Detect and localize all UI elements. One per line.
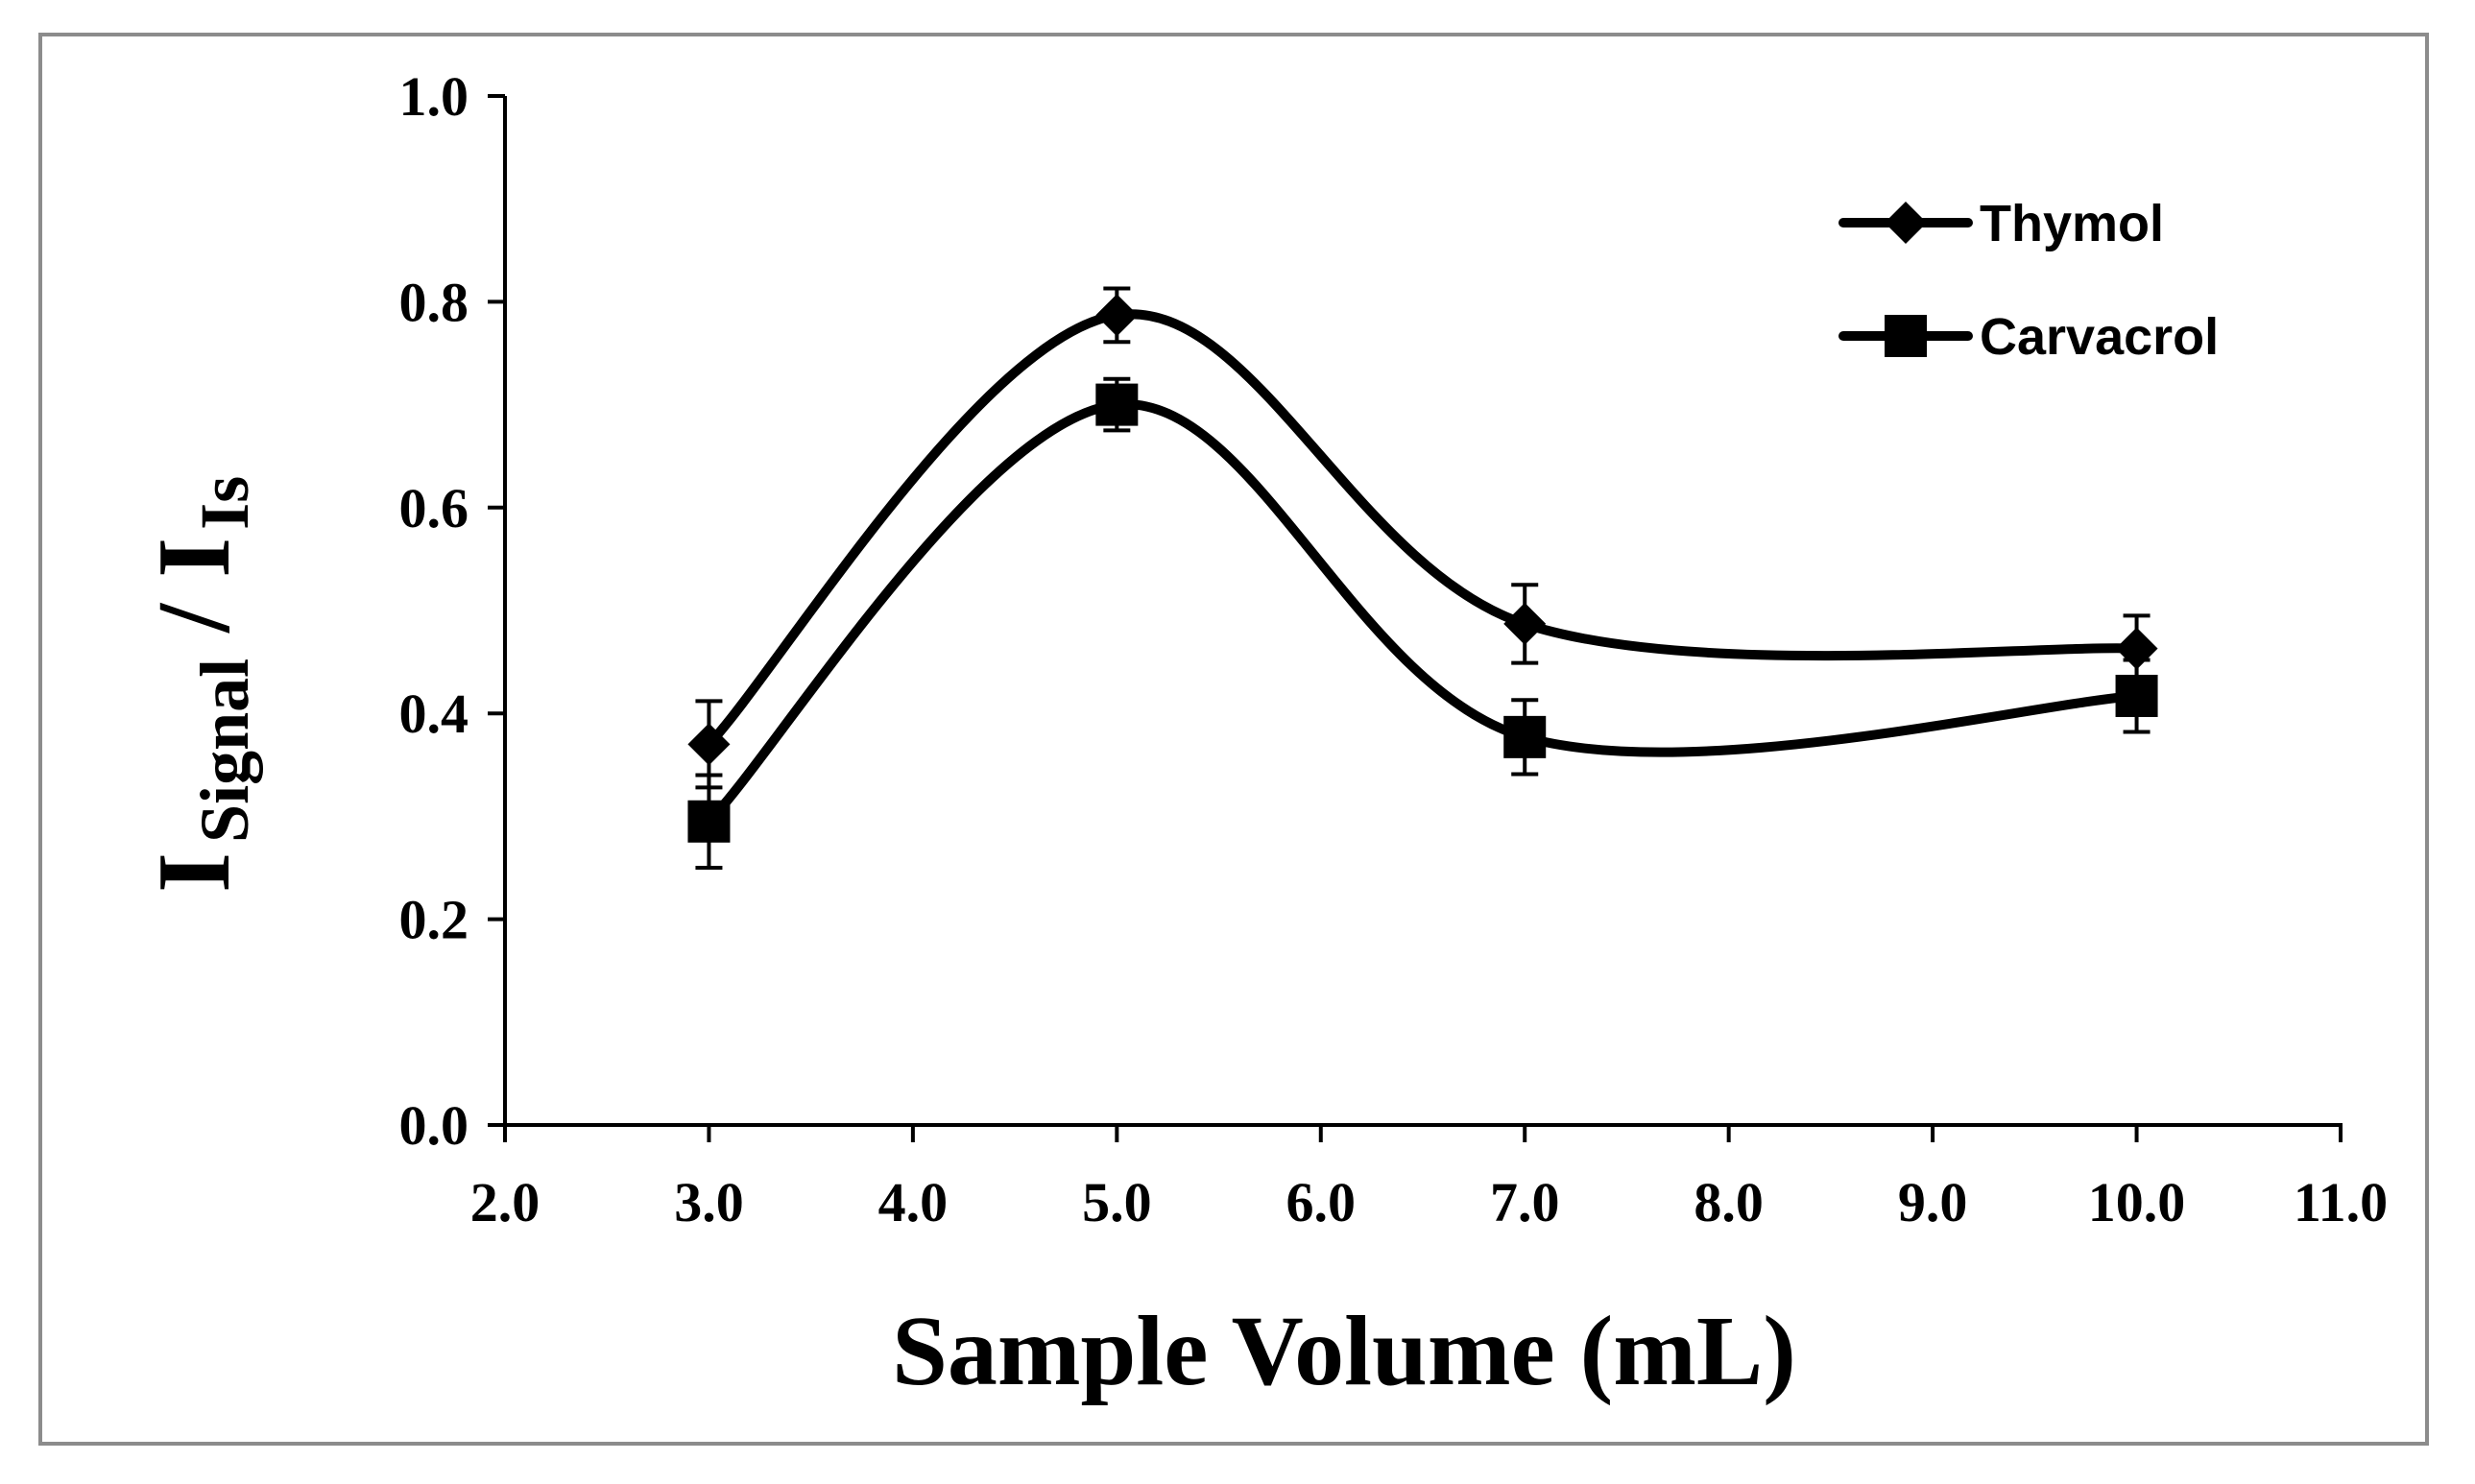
x-tick-label-3: 5.0 [1082,1171,1152,1233]
y-tick-label-5: 1.0 [399,65,469,128]
y-axis-title-sub-is: Is [186,476,263,530]
data-point-thymol-2 [1503,602,1547,645]
data-point-carvacrol-1 [1095,383,1139,426]
data-point-thymol-1 [1095,294,1139,337]
y-axis-title-main: I [137,852,252,893]
x-axis-title: Sample Volume (mL) [892,1296,1796,1406]
x-tick-label-4: 6.0 [1286,1171,1357,1233]
legend-marker-carvacrol [1885,315,1927,357]
legend-label-thymol: Thymol [1980,195,2164,252]
y-axis-title: I Signal / I Is [137,476,263,893]
legend-item-carvacrol: Carvacrol [1838,308,2219,366]
data-point-thymol-0 [687,723,731,766]
axes [503,96,2343,1127]
y-tick-label-0: 0.0 [399,1094,469,1157]
y-tick-label-3: 0.6 [399,477,469,539]
x-tick-label-6: 8.0 [1694,1171,1764,1233]
data-point-carvacrol-2 [1503,715,1547,758]
y-axis-title-sub-signal: Signal [186,658,263,843]
data-point-carvacrol-3 [2115,674,2158,717]
x-tick-label-7: 9.0 [1898,1171,1968,1233]
data-point-carvacrol-0 [687,800,731,843]
y-axis-title-separator: / I [137,538,252,658]
x-tick-label-0: 2.0 [470,1171,541,1233]
y-tick-label-4: 0.8 [399,271,469,333]
x-tick-label-8: 10.0 [2088,1171,2186,1233]
x-tick-label-1: 3.0 [674,1171,744,1233]
legend-label-carvacrol: Carvacrol [1980,308,2219,366]
chart-frame [38,33,2429,1446]
x-tick-label-2: 4.0 [878,1171,949,1233]
series-layer [687,286,2158,870]
series-line-carvacrol [704,399,2142,826]
series-line-thymol [704,309,2142,750]
series-carvacrol [687,376,2158,870]
legend: Thymol Carvacrol [1838,195,2219,366]
y-axis-ticks: 0.0 0.2 0.4 0.6 0.8 1.0 [399,65,505,1157]
y-tick-label-2: 0.4 [399,682,469,745]
x-tick-label-5: 7.0 [1490,1171,1560,1233]
y-tick-label-1: 0.2 [399,889,469,951]
x-tick-label-9: 11.0 [2294,1171,2388,1233]
series-thymol [687,286,2158,790]
legend-marker-thymol [1885,202,1927,244]
legend-item-thymol: Thymol [1838,195,2164,252]
x-axis-ticks: 2.0 3.0 4.0 5.0 6.0 7.0 8.0 9.0 10.0 11.0 [470,1125,2388,1233]
